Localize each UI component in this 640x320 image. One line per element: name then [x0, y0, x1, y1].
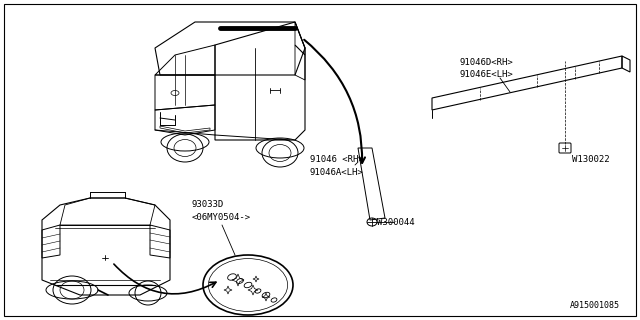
Text: 91046 <RH>: 91046 <RH> [310, 155, 364, 164]
Text: <06MY0504->: <06MY0504-> [192, 213, 251, 222]
Text: 91046D<RH>: 91046D<RH> [460, 58, 514, 67]
Text: W300044: W300044 [377, 218, 415, 227]
Text: 91046A<LH>: 91046A<LH> [310, 168, 364, 177]
Text: W130022: W130022 [572, 155, 610, 164]
Text: 93033D: 93033D [192, 200, 224, 209]
Text: 91046E<LH>: 91046E<LH> [460, 70, 514, 79]
Text: A915001085: A915001085 [570, 301, 620, 310]
